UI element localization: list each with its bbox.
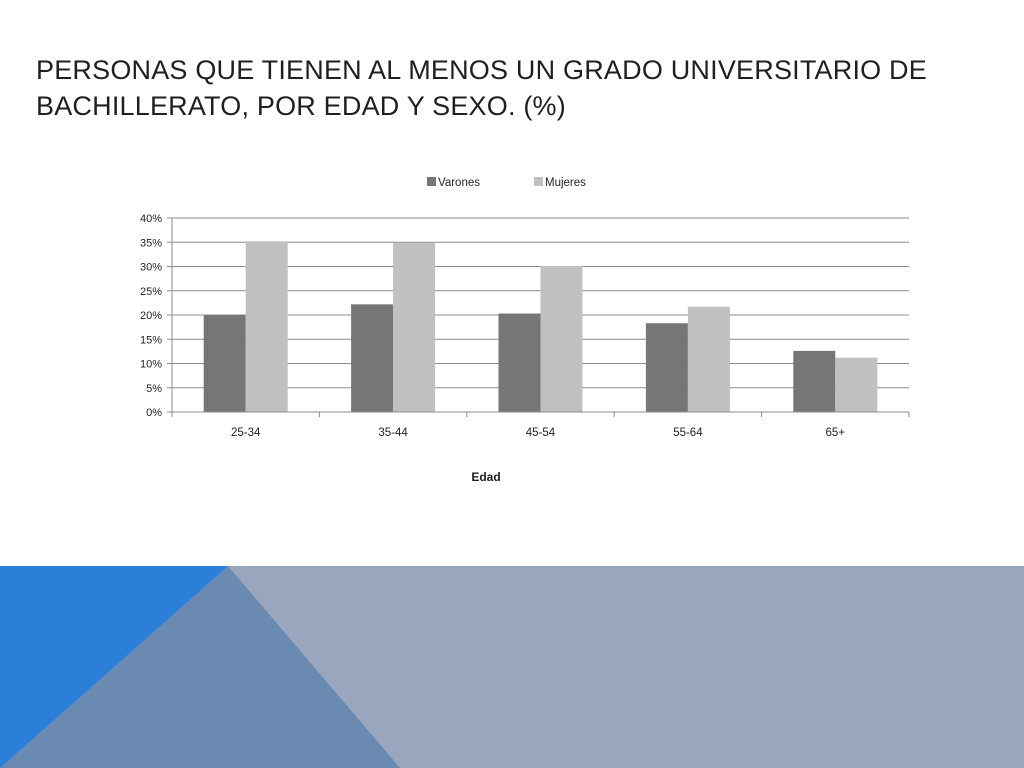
bar-varones — [498, 313, 541, 412]
y-tick-label: 10% — [140, 359, 162, 371]
bar-mujeres — [687, 306, 730, 412]
bar-mujeres — [393, 242, 436, 412]
legend-swatch-mujeres — [534, 177, 543, 186]
band-blue — [0, 566, 228, 768]
bars — [203, 241, 878, 412]
x-tick-label: 45-54 — [526, 427, 556, 439]
y-tick-label: 20% — [140, 310, 162, 322]
bar-mujeres — [245, 241, 288, 412]
bar-varones — [645, 323, 688, 412]
band-slate — [0, 566, 400, 768]
bar-chart: 0% 5% 10% 15% 20% 25% 30% 35% 40% 25-34 35-44 45-54… — [140, 177, 910, 484]
bar-mujeres — [540, 266, 583, 412]
y-tick-label: 35% — [140, 237, 162, 249]
decorative-bottom-band — [0, 566, 1024, 768]
legend-label-mujeres: Mujeres — [545, 177, 586, 189]
x-tick-label: 55-64 — [673, 427, 703, 439]
y-tick-label: 0% — [146, 407, 162, 419]
slide-title: PERSONAS QUE TIENEN AL MENOS UN GRADO UN… — [36, 55, 927, 121]
legend-label-varones: Varones — [438, 177, 480, 189]
bar-mujeres — [835, 357, 878, 412]
y-tick-label: 5% — [146, 383, 162, 395]
bar-varones — [793, 350, 836, 412]
y-tick-label: 40% — [140, 213, 162, 225]
y-tick-label: 30% — [140, 262, 162, 274]
legend-swatch-varones — [427, 177, 436, 186]
legend: Varones Mujeres — [427, 177, 586, 189]
x-tick-label: 35-44 — [378, 427, 408, 439]
y-tick-label: 15% — [140, 334, 162, 346]
bar-varones — [203, 315, 246, 412]
x-tick-label: 25-34 — [231, 427, 261, 439]
y-tick-label: 25% — [140, 286, 162, 298]
bar-varones — [351, 304, 394, 412]
x-tick-label: 65+ — [826, 427, 846, 439]
axes: 0% 5% 10% 15% 20% 25% 30% 35% 40% 25-34 35-44 45-54… — [140, 213, 910, 439]
x-axis-label: Edad — [471, 470, 500, 484]
